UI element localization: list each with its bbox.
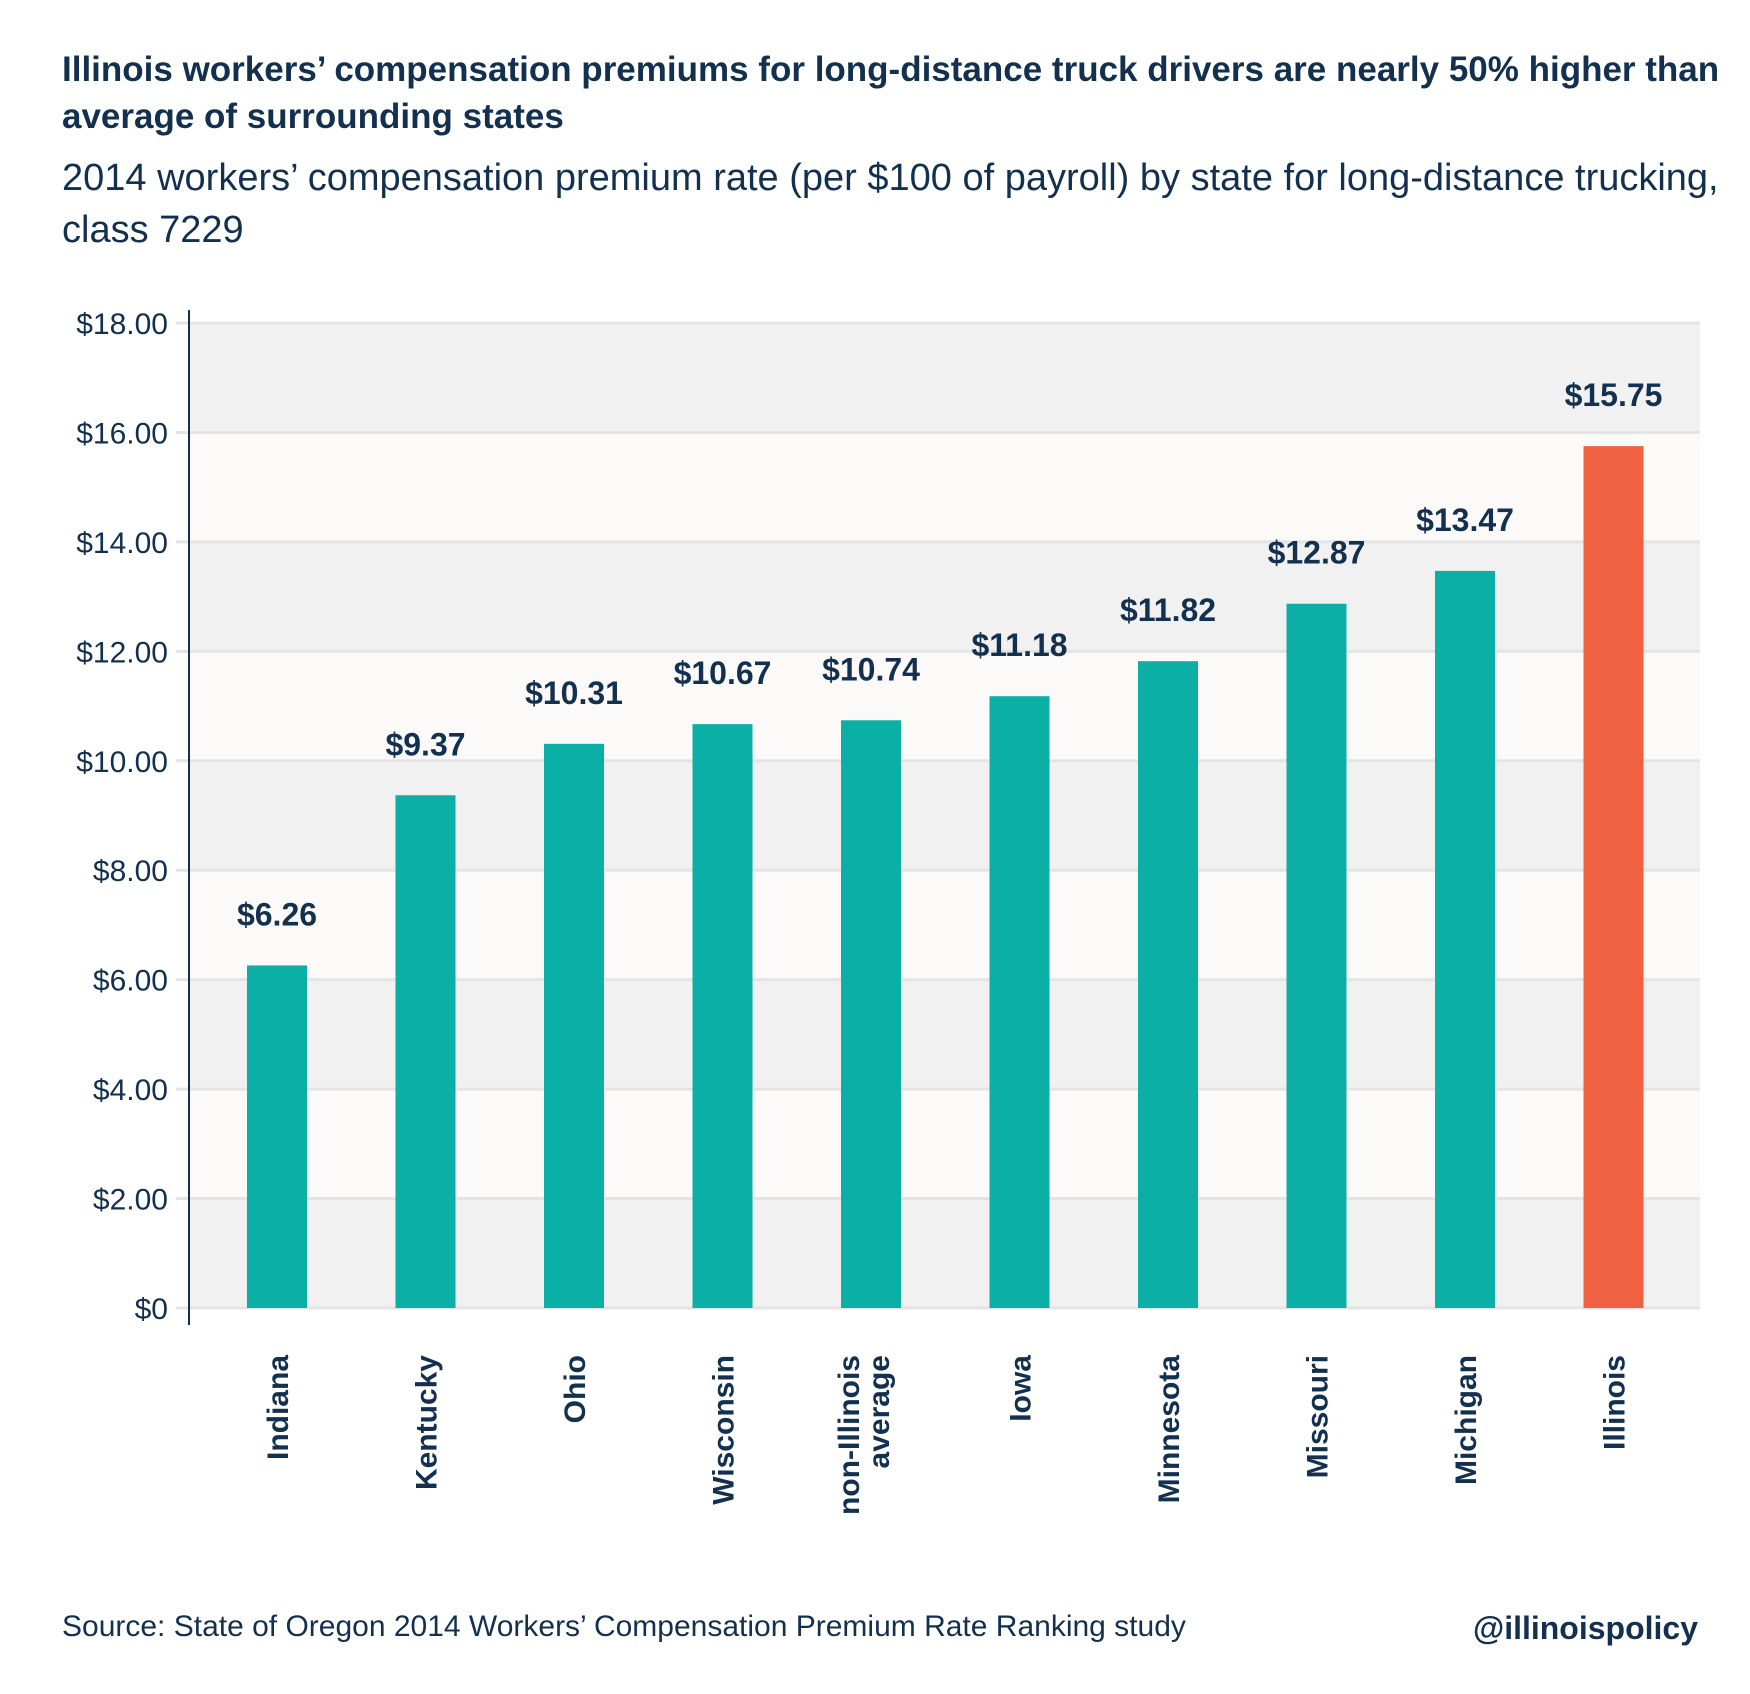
- bar-kentucky: [395, 795, 456, 1308]
- x-tick-label: Iowa: [1005, 1355, 1038, 1422]
- data-label: $11.82: [1120, 592, 1216, 628]
- x-tick-label: non-Illinois: [833, 1355, 866, 1515]
- y-tick-label: $14.00: [76, 527, 168, 560]
- bar-michigan: [1435, 570, 1495, 1308]
- bar-wisconsin: [692, 724, 753, 1308]
- x-tick-label: Missouri: [1302, 1355, 1335, 1478]
- chart-subtitle: 2014 workers’ compensation premium rate …: [62, 157, 1719, 251]
- bar-ohio: [544, 743, 604, 1308]
- y-tick-label: $16.00: [76, 417, 168, 450]
- bar-minnesota: [1138, 661, 1198, 1308]
- x-tick-label: Indiana: [262, 1355, 295, 1460]
- chart-title: Illinois workers’ compensation premiums …: [62, 50, 1720, 136]
- bar-non-illinois-average: [841, 720, 901, 1308]
- bar-illinois: [1583, 446, 1644, 1308]
- data-label: $10.31: [525, 675, 623, 711]
- y-tick-label: $18.00: [76, 308, 168, 341]
- x-tick-label: Ohio: [559, 1355, 592, 1423]
- bar-indiana: [247, 965, 307, 1308]
- y-tick-label: $8.00: [93, 855, 168, 888]
- x-tick-label: Michigan: [1450, 1355, 1483, 1485]
- brand-handle: @illinoispolicy: [1472, 1610, 1698, 1646]
- data-label: $10.74: [822, 651, 920, 687]
- y-tick-label: $6.00: [93, 965, 168, 998]
- data-label: $10.67: [674, 655, 772, 691]
- data-label: $6.26: [237, 896, 317, 932]
- data-label: $13.47: [1416, 502, 1514, 538]
- x-tick-label: Kentucky: [411, 1355, 444, 1490]
- y-tick-label: $12.00: [76, 636, 168, 669]
- data-label: $11.18: [971, 627, 1067, 663]
- x-tick-label: average: [863, 1355, 896, 1468]
- x-tick-label: Wisconsin: [708, 1355, 741, 1505]
- y-tick-label: $0: [135, 1293, 168, 1326]
- data-label: $15.75: [1565, 377, 1663, 413]
- x-tick-label: Illinois: [1599, 1355, 1632, 1450]
- y-tick-label: $10.00: [76, 746, 168, 779]
- bar-iowa: [989, 696, 1050, 1308]
- data-label: $9.37: [385, 726, 465, 762]
- x-tick-label: Minnesota: [1153, 1355, 1186, 1504]
- data-label: $12.87: [1268, 535, 1366, 571]
- source-note: Source: State of Oregon 2014 Workers’ Co…: [62, 1610, 1186, 1643]
- y-tick-label: $4.00: [93, 1074, 168, 1107]
- bar-missouri: [1286, 603, 1347, 1308]
- plot-band: [189, 323, 1700, 433]
- plot-band: [189, 432, 1700, 542]
- y-tick-label: $2.00: [93, 1184, 168, 1217]
